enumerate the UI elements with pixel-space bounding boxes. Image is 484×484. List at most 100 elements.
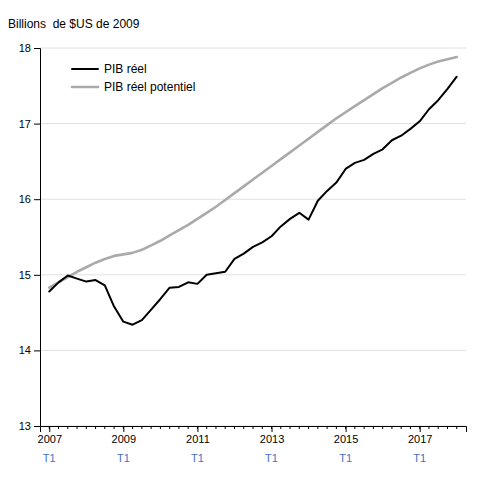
x-minor-tick bbox=[262, 426, 263, 429]
x-minor-tick bbox=[308, 426, 309, 429]
y-tick: 15 bbox=[19, 269, 40, 281]
x-tick: 2007 bbox=[38, 426, 62, 445]
x-minor-tick bbox=[67, 426, 68, 429]
x-tick-mark bbox=[49, 426, 50, 432]
x-minor-tick bbox=[271, 426, 272, 429]
grid-line bbox=[40, 48, 466, 49]
x-minor-tick bbox=[410, 426, 411, 429]
x-minor-tick bbox=[58, 426, 59, 429]
series-line bbox=[49, 77, 456, 325]
x-tick-label: 2009 bbox=[112, 433, 136, 445]
x-minor-tick bbox=[132, 426, 133, 429]
annotation: T1 bbox=[339, 452, 352, 464]
x-minor-tick bbox=[280, 426, 281, 429]
x-minor-tick bbox=[336, 426, 337, 429]
x-minor-tick bbox=[391, 426, 392, 429]
legend-label: PIB réel potentiel bbox=[104, 80, 195, 94]
x-tick-mark bbox=[197, 426, 198, 432]
x-minor-tick bbox=[169, 426, 170, 429]
x-tick-mark bbox=[420, 426, 421, 432]
y-tick-label: 17 bbox=[19, 118, 31, 130]
x-minor-tick bbox=[364, 426, 365, 429]
x-tick: 2011 bbox=[186, 426, 210, 445]
x-minor-tick bbox=[197, 426, 198, 429]
y-tick-mark bbox=[34, 124, 40, 125]
annotation: T1 bbox=[191, 452, 204, 464]
x-minor-tick bbox=[253, 426, 254, 429]
x-minor-tick bbox=[345, 426, 346, 429]
y-tick: 18 bbox=[19, 42, 40, 54]
legend-swatch bbox=[72, 86, 98, 89]
y-tick: 14 bbox=[19, 344, 40, 356]
x-axis: 2007 2009 2011 2013 2015 2017 bbox=[38, 426, 467, 445]
y-tick: 13 bbox=[19, 420, 40, 432]
y-tick-mark bbox=[34, 426, 40, 427]
legend-item: PIB réel bbox=[72, 62, 147, 76]
y-tick-label: 13 bbox=[19, 420, 31, 432]
y-tick: 16 bbox=[19, 193, 40, 205]
x-minor-tick bbox=[206, 426, 207, 429]
grid-line bbox=[40, 199, 466, 200]
x-minor-tick bbox=[151, 426, 152, 429]
x-tick-label: 2011 bbox=[186, 433, 210, 445]
annotations: T1T1T1T1T1T1 bbox=[43, 452, 426, 464]
y-tick: 17 bbox=[19, 118, 40, 130]
x-minor-tick bbox=[419, 426, 420, 429]
x-minor-tick bbox=[456, 426, 457, 429]
chart: 13 14 15 16 17 18 2007 2009 2011 2013 2015 2017 T1 T1… bbox=[0, 0, 484, 484]
annotation: T1 bbox=[43, 452, 56, 464]
x-minor-tick bbox=[141, 426, 142, 429]
y-tick-label: 16 bbox=[19, 193, 31, 205]
series-line bbox=[49, 57, 456, 288]
annotation: T1 bbox=[265, 452, 278, 464]
y-tick-mark bbox=[34, 48, 40, 49]
annotation: T1 bbox=[413, 452, 426, 464]
grid-line bbox=[40, 350, 466, 351]
x-tick-mark bbox=[123, 426, 124, 432]
x-minor-tick bbox=[299, 426, 300, 429]
x-minor-tick bbox=[447, 426, 448, 429]
x-minor-tick bbox=[290, 426, 291, 429]
x-tick-label: 2013 bbox=[260, 433, 284, 445]
x-minor-tick bbox=[382, 426, 383, 429]
y-axis-title: Billions de $US de 2009 bbox=[8, 17, 140, 31]
y-tick-mark bbox=[34, 350, 40, 351]
y-axis-line bbox=[34, 49, 41, 427]
x-tick-label: 2007 bbox=[38, 433, 62, 445]
y-axis: 13 14 15 16 17 18 bbox=[19, 42, 41, 432]
legend: PIB réel PIB réel potentiel bbox=[72, 62, 195, 94]
x-minor-tick bbox=[354, 426, 355, 429]
x-minor-tick bbox=[401, 426, 402, 429]
x-minor-tick bbox=[234, 426, 235, 429]
grid-line bbox=[40, 274, 466, 275]
x-minor-tick bbox=[104, 426, 105, 429]
y-tick-label: 15 bbox=[19, 269, 31, 281]
x-tick-label: 2017 bbox=[408, 433, 432, 445]
x-minor-tick bbox=[86, 426, 87, 429]
x-tick: 2015 bbox=[334, 426, 358, 445]
x-minor-tick bbox=[428, 426, 429, 429]
x-tick: 2009 bbox=[112, 426, 136, 445]
x-minor-tick bbox=[114, 426, 115, 429]
x-minor-tick bbox=[77, 426, 78, 429]
x-minor-tick bbox=[438, 426, 439, 429]
x-minor-tick bbox=[49, 426, 50, 429]
legend-item: PIB réel potentiel bbox=[72, 80, 195, 94]
x-tick-label: 2015 bbox=[334, 433, 358, 445]
x-tick: 2013 bbox=[260, 426, 284, 445]
grid-line bbox=[40, 123, 466, 124]
x-minor-tick bbox=[123, 426, 124, 429]
x-minor-tick bbox=[188, 426, 189, 429]
y-tick-mark bbox=[34, 199, 40, 200]
x-minor-tick bbox=[95, 426, 96, 429]
x-minor-tick bbox=[215, 426, 216, 429]
x-tick: 2017 bbox=[408, 426, 432, 445]
legend-label: PIB réel bbox=[104, 62, 147, 76]
x-minor-ticks bbox=[49, 426, 456, 429]
x-minor-tick bbox=[178, 426, 179, 429]
x-minor-tick bbox=[243, 426, 244, 429]
plot-area bbox=[49, 57, 456, 325]
x-axis-line bbox=[41, 427, 467, 433]
x-minor-tick bbox=[225, 426, 226, 429]
x-minor-tick bbox=[317, 426, 318, 429]
